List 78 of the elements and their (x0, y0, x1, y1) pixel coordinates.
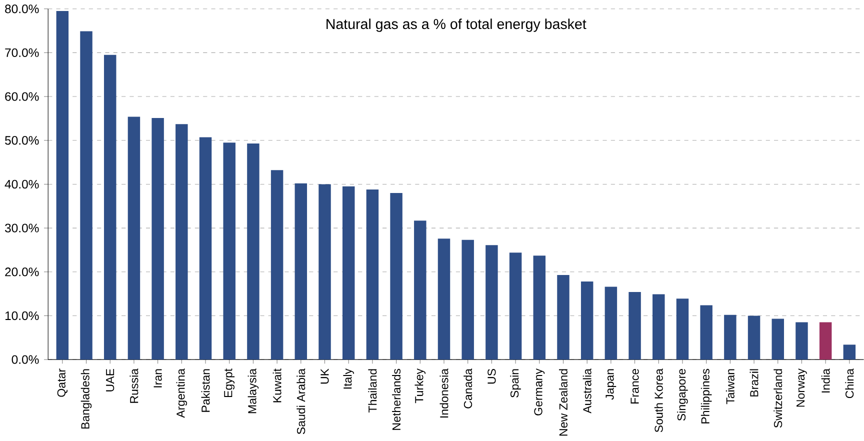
x-tick-label: Switzerland (774, 369, 782, 428)
x-tick-label: Qatar (57, 368, 68, 397)
bar (557, 274, 570, 360)
x-tick-label: Saudi Arabia (296, 368, 306, 434)
text: Natural gas as a % of total energy basket (326, 18, 586, 32)
bar (176, 124, 188, 360)
x-tick-label: Germany (534, 368, 545, 416)
bar (796, 322, 808, 360)
bar (724, 314, 736, 360)
x-tick-label: Singapore (677, 368, 688, 421)
x-tick-label: Indonesia (440, 368, 448, 418)
bar (652, 294, 665, 360)
y-tick-label: 40.0% (4, 180, 39, 189)
x-tick-label: France (630, 368, 639, 404)
y-tick-label: 30.0% (5, 224, 39, 232)
x-tick-label: Iran (154, 369, 162, 388)
bar (700, 305, 712, 360)
bar (318, 184, 331, 360)
x-tick-label: Taiwan (726, 369, 734, 404)
bar (676, 298, 689, 360)
x-tick-label: Spain (510, 369, 521, 398)
bar (843, 344, 856, 360)
y-tick-label: 80.0% (5, 4, 39, 14)
bar (390, 192, 402, 360)
y-tick-label: 0.0% (12, 355, 39, 364)
x-tick-label: Netherlands (392, 368, 401, 430)
x-tick-label: Philippines (700, 368, 712, 424)
bar (56, 11, 69, 360)
x-tick-label: Malaysia (248, 368, 259, 414)
x-tick-label: UAE (106, 368, 114, 392)
bar (819, 322, 832, 360)
bar (270, 170, 284, 360)
y-tick-label: 50.0% (5, 136, 39, 145)
bar (628, 292, 641, 360)
x-tick-label: New Zealand (558, 369, 568, 436)
x-tick-label: Brazil (750, 369, 758, 396)
bar (128, 116, 140, 360)
bar (748, 316, 760, 360)
y-tick-label: 10.0% (5, 311, 39, 320)
bar (604, 286, 618, 360)
x-tick-label: China (845, 368, 854, 398)
x-tick-label: UK (320, 368, 329, 384)
bar (486, 245, 498, 360)
bar (462, 240, 474, 360)
bar (414, 220, 426, 360)
bar (366, 189, 379, 360)
x-tick-label: Italy (343, 368, 354, 389)
x-tick-label: Norway (796, 368, 807, 407)
x-tick-label: India (821, 368, 830, 392)
x-tick-label: Turkey (414, 368, 426, 404)
x-tick-label: Argentina (176, 368, 188, 418)
y-tick-label: 60.0% (5, 92, 39, 101)
bar (80, 31, 92, 360)
bar (247, 143, 260, 360)
x-tick-label: Kuwait (272, 368, 282, 402)
x-tick-label: Japan (606, 369, 616, 400)
y-tick-label: 70.0% (5, 48, 39, 58)
x-tick-label: Canada (464, 368, 472, 408)
x-tick-label: Australia (582, 368, 592, 414)
x-tick-label: Russia (130, 368, 138, 403)
bar (580, 282, 594, 360)
bar (199, 137, 212, 360)
bar (104, 54, 116, 360)
x-tick-label: US (488, 368, 496, 384)
x-tick-label: South Korea (654, 368, 663, 432)
bar (223, 142, 236, 360)
bar (438, 238, 450, 360)
bar (152, 118, 164, 360)
bar (772, 318, 784, 360)
x-tick-label: Egypt (224, 368, 235, 398)
x-tick-label: Thailand (368, 369, 377, 412)
y-tick-label: 20.0% (5, 268, 39, 276)
x-tick-label: Pakistan (201, 369, 210, 412)
bar (533, 256, 546, 360)
bar (342, 186, 355, 360)
bar (294, 183, 308, 360)
bar (509, 252, 522, 360)
x-tick-label: Bangladesh (80, 369, 92, 429)
